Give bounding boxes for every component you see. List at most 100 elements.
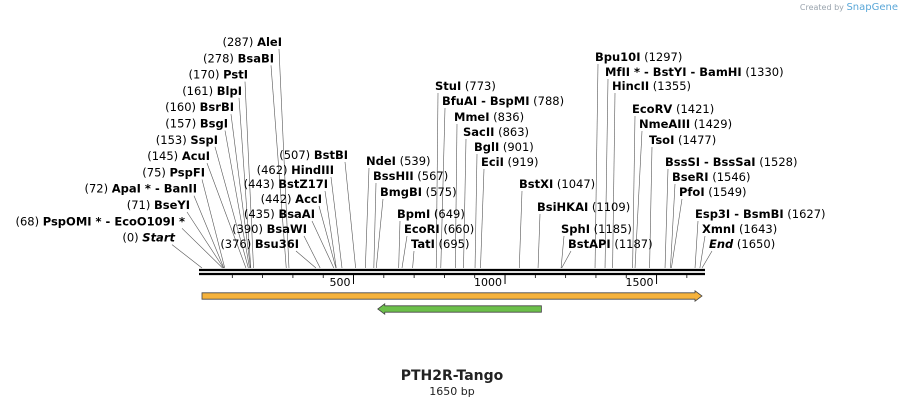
enzyme-site-label: EcoRI (660) — [404, 222, 474, 236]
enzyme-name: HindIII — [291, 163, 334, 177]
enzyme-site-label: MfII * - BstYI - BamHI (1330) — [605, 65, 784, 79]
leader-line — [224, 130, 250, 269]
enzyme-site-label: BglI (901) — [474, 140, 534, 154]
leader-line — [440, 107, 446, 269]
enzyme-site-label: (170) PstI — [189, 68, 248, 82]
site-position: (157) — [165, 117, 200, 131]
enzyme-name: EcoRV — [632, 102, 672, 116]
enzyme-name: SspI — [190, 133, 218, 147]
site-position: (575) — [422, 185, 457, 199]
leader-line — [480, 168, 485, 269]
leader-line — [664, 168, 669, 269]
site-position: (160) — [165, 100, 200, 114]
leader-line — [373, 182, 377, 269]
enzyme-site-label: MmeI (836) — [454, 110, 524, 124]
enzyme-name: BsaBI — [238, 51, 274, 65]
enzyme-name: AcuI — [182, 149, 210, 163]
leader-line — [537, 213, 541, 269]
leader-line — [186, 211, 224, 269]
leader-line — [344, 161, 356, 269]
enzyme-name: ApaI * - BanII — [112, 182, 197, 196]
enzyme-site-label: BfuAI - BspMI (788) — [442, 94, 564, 108]
enzyme-site-label: (442) AccI — [261, 192, 322, 206]
site-position: (919) — [504, 155, 539, 169]
feature-arrows[interactable] — [201, 290, 703, 315]
site-position: (567) — [414, 169, 449, 183]
leader-line — [398, 220, 401, 269]
leader-line — [230, 114, 251, 269]
site-position: (68) — [15, 214, 42, 228]
snapgene-credit: Created by SnapGene — [800, 2, 898, 13]
enzyme-name: BssHII — [373, 169, 414, 183]
enzyme-name: PstI — [223, 68, 248, 82]
enzyme-name: Bsu36I — [255, 237, 299, 251]
enzyme-site-label: (376) Bsu36I — [220, 237, 299, 251]
enzyme-name: MmeI — [454, 110, 490, 124]
leader-line — [201, 179, 226, 269]
leader-line — [701, 250, 713, 269]
enzyme-site-label: EcoRV (1421) — [632, 102, 714, 116]
enzyme-site-label: BmgBI (575) — [380, 185, 457, 199]
enzyme-name: BpmI — [397, 207, 430, 221]
enzyme-name: XmnI — [702, 222, 735, 236]
enzyme-site-label: NmeAIII (1429) — [639, 117, 732, 131]
leader-line — [171, 244, 203, 269]
site-position: (539) — [396, 154, 431, 168]
enzyme-name: BseRI — [672, 170, 709, 184]
leader-line — [632, 115, 636, 269]
site-position: (1627) — [784, 207, 826, 221]
enzyme-site-label: (72) ApaI * - BanII — [84, 182, 197, 196]
site-position: (1109) — [588, 200, 630, 214]
enzyme-site-label: (278) BsaBI — [203, 51, 274, 65]
leader-line — [604, 78, 609, 269]
enzyme-name: BsaWI — [267, 222, 307, 236]
enzyme-name: PspOMI * - EcoO109I * — [43, 214, 185, 228]
site-position: (1047) — [553, 177, 595, 191]
enzyme-site-label: (71) BseYI — [127, 198, 190, 212]
enzyme-name: EcoRI — [404, 222, 440, 236]
enzyme-name: BmgBI — [380, 185, 422, 199]
enzyme-site-label: (462) HindIII — [257, 163, 334, 177]
leader-line — [365, 167, 370, 269]
enzyme-site-label: (160) BsrBI — [165, 100, 234, 114]
site-position: (287) — [222, 35, 257, 49]
leader-line — [330, 176, 343, 269]
leader-line — [560, 235, 565, 269]
enzyme-name: AleI — [257, 35, 282, 49]
green-feature-arrow[interactable] — [377, 303, 542, 315]
enzyme-name: BsrBI — [200, 100, 234, 114]
enzyme-site-label: (287) AleI — [222, 35, 282, 49]
enzyme-name: BstBI — [314, 148, 348, 162]
enzyme-name: BseYI — [154, 198, 190, 212]
site-position: (442) — [261, 192, 296, 206]
ruler-tick-label: 1500 — [626, 276, 654, 289]
leader-lines — [171, 48, 713, 269]
enzyme-site-label: PfoI (1549) — [679, 185, 747, 199]
site-position: (1546) — [709, 170, 751, 184]
enzyme-site-label: HincII (1355) — [612, 79, 691, 93]
enzyme-name: BssSI - BssSaI — [665, 155, 756, 169]
enzyme-name: TsoI — [649, 133, 674, 147]
enzyme-name: BglI — [474, 140, 499, 154]
enzyme-site-label: (145) AcuI — [147, 149, 210, 163]
site-position: (0) — [122, 231, 142, 245]
enzyme-name: NmeAIII — [639, 117, 690, 131]
site-position: (1355) — [649, 79, 691, 93]
enzyme-site-label: BsiHKAI (1109) — [537, 200, 630, 214]
leader-line — [649, 146, 653, 269]
site-position: (901) — [499, 140, 534, 154]
enzyme-name: BstXI — [519, 177, 553, 191]
leader-line — [634, 130, 643, 269]
leader-line — [401, 235, 408, 269]
leader-line — [670, 183, 676, 269]
enzyme-name: BsaAI — [278, 207, 315, 221]
leader-line — [206, 162, 247, 269]
enzyme-name: SacII — [463, 125, 494, 139]
enzyme-site-label: (161) BlpI — [182, 84, 242, 98]
enzyme-name: TatI — [411, 237, 435, 251]
enzyme-site-label: BssSI - BssSaI (1528) — [665, 155, 797, 169]
orange-feature-arrow[interactable] — [201, 290, 703, 302]
site-position: (773) — [461, 79, 496, 93]
enzyme-name: HincII — [612, 79, 649, 93]
